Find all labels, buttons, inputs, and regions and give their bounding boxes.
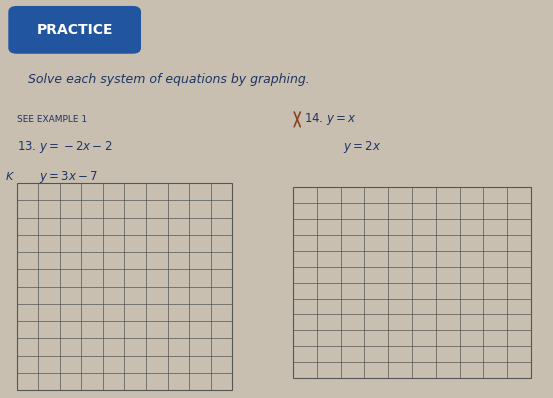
Bar [293, 187, 531, 378]
Text: $y = 2x$: $y = 2x$ [343, 139, 381, 155]
FancyBboxPatch shape [8, 6, 141, 54]
Bar [17, 183, 232, 390]
Text: Solve each system of equations by graphing.: Solve each system of equations by graphi… [28, 73, 309, 86]
Text: SEE EXAMPLE 1: SEE EXAMPLE 1 [17, 115, 87, 124]
Text: 14. $y = x$: 14. $y = x$ [304, 111, 357, 127]
Text: 13. $y = -2x - 2$: 13. $y = -2x - 2$ [17, 139, 112, 155]
Text: K: K [6, 172, 13, 182]
Text: PRACTICE: PRACTICE [36, 23, 113, 37]
Text: $y = 3x - 7$: $y = 3x - 7$ [39, 169, 98, 185]
